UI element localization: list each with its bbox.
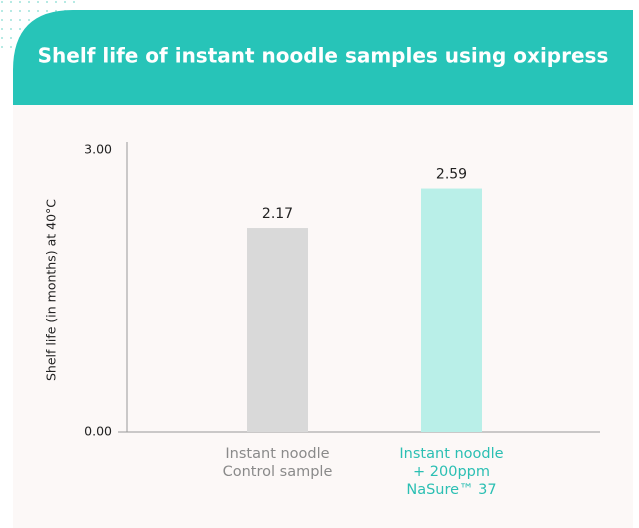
y-tick-label: 0.00: [84, 424, 112, 439]
chart-title: Shelf life of instant noodle samples usi…: [38, 44, 609, 68]
y-axis-label: Shelf life (in months) at 40°C: [44, 199, 59, 381]
panel: [13, 105, 633, 528]
value-label: 2.17: [262, 206, 293, 222]
header-banner: [13, 10, 633, 105]
x-tick-label: NaSure™ 37: [406, 482, 496, 498]
value-label: 2.59: [436, 167, 467, 183]
x-tick-label: Control sample: [223, 464, 333, 480]
x-tick-label: + 200ppm: [413, 464, 490, 480]
y-tick-label: 3.00: [84, 142, 112, 157]
x-tick-label: Instant noodle: [225, 446, 329, 462]
x-tick-label: Instant noodle: [399, 446, 503, 462]
bar: [247, 228, 308, 432]
bar: [421, 188, 482, 432]
